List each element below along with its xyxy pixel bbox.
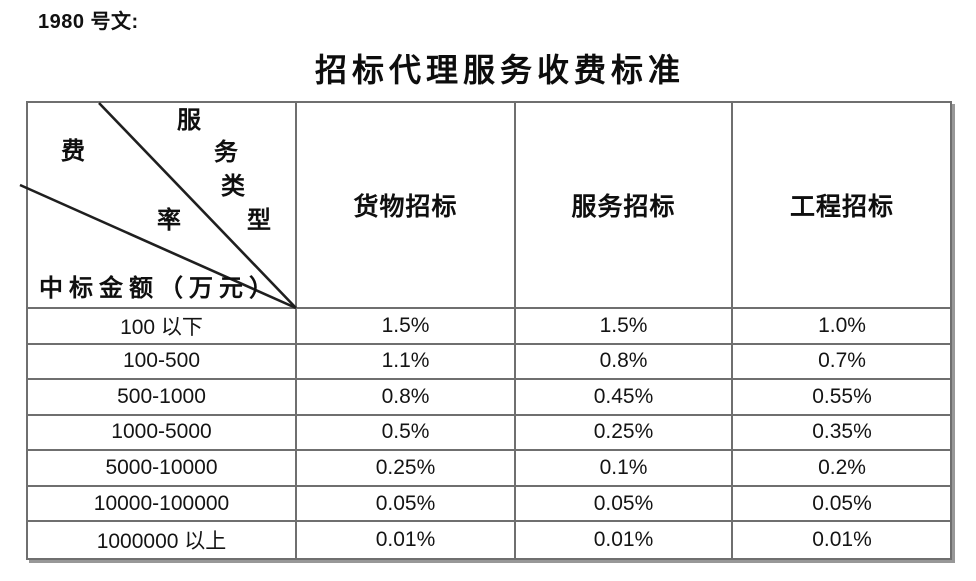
fee-value: 0.25% bbox=[516, 415, 733, 452]
fee-value: 0.2% bbox=[733, 451, 951, 487]
corner-service-type-char: 服 bbox=[177, 108, 201, 134]
column-header-goods: 货物招标 bbox=[297, 103, 516, 309]
row-label: 100-500 bbox=[28, 344, 297, 381]
fee-value: 0.5% bbox=[297, 415, 516, 452]
fee-value: 1.5% bbox=[516, 309, 733, 345]
fee-standard-table: 服 务 类 型 费 率 中标金额（万元） 货物招标 服务招标 工程招标 100 … bbox=[19, 101, 952, 560]
row-label: 100 以下 bbox=[28, 309, 297, 345]
corner-service-type-char: 型 bbox=[247, 208, 271, 234]
page-title: 招标代理服务收费标准 bbox=[314, 52, 685, 88]
fee-value: 0.01% bbox=[516, 522, 733, 558]
row-label: 5000-10000 bbox=[28, 451, 297, 487]
fee-value: 0.35% bbox=[733, 416, 951, 452]
row-label: 500-1000 bbox=[28, 380, 297, 416]
doc-ref-label: 1980 号文: bbox=[38, 11, 139, 33]
corner-fee-rate-char: 率 bbox=[157, 208, 181, 234]
table-corner-cell: 服 务 类 型 费 率 中标金额（万元） bbox=[19, 102, 297, 310]
diagonal-divider-lines-icon bbox=[19, 102, 297, 310]
fee-value: 0.01% bbox=[812, 528, 872, 552]
fee-value: 0.45% bbox=[516, 380, 733, 416]
row-label: 1000-5000 bbox=[28, 415, 297, 452]
corner-service-type-char: 类 bbox=[221, 174, 245, 200]
row-label: 1000000 以上 bbox=[28, 522, 297, 558]
row-label: 10000-100000 bbox=[28, 486, 297, 523]
fee-value: 0.05% bbox=[297, 486, 516, 523]
column-header-engineering: 工程招标 bbox=[733, 103, 951, 309]
corner-amount-axis-label: 中标金额（万元） bbox=[39, 276, 279, 302]
fee-value: 1.0% bbox=[733, 309, 951, 345]
fee-value: 1.5% bbox=[297, 309, 516, 345]
fee-value: 0.55% bbox=[733, 380, 951, 416]
fee-value: 0.8% bbox=[297, 380, 516, 416]
fee-value: 1.1% bbox=[297, 344, 516, 381]
fee-value: 0.7% bbox=[733, 345, 951, 381]
fee-value: 0.25% bbox=[297, 451, 516, 487]
fee-value: 0.05% bbox=[516, 486, 733, 523]
fee-value: 0.01% bbox=[297, 522, 516, 558]
fee-value: 0.1% bbox=[516, 451, 733, 487]
fee-value: 0.8% bbox=[516, 344, 733, 381]
corner-fee-rate-char: 费 bbox=[61, 139, 85, 165]
fee-value: 0.05% bbox=[733, 487, 951, 523]
column-header-services: 服务招标 bbox=[516, 103, 733, 309]
corner-service-type-char: 务 bbox=[214, 140, 238, 166]
